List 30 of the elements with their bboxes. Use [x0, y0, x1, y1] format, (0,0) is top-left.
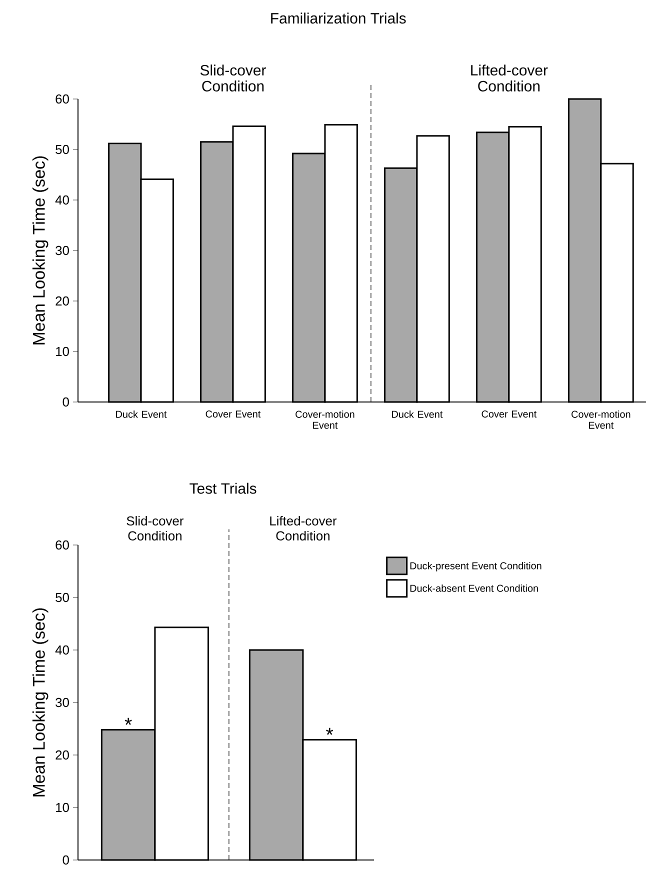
annotation: *	[326, 728, 334, 735]
text: Lifted-cover Condition	[471, 64, 548, 92]
x-tick-label: Cover Event	[482, 410, 537, 418]
y-tick-label: 10	[56, 802, 69, 812]
legend-label: Duck-present Event Condition	[410, 562, 542, 572]
y-tick-label: 50	[56, 592, 69, 602]
y-axis-title: Mean Looking Time (sec)	[32, 608, 48, 796]
x-tick-label: Cover-motion Event	[572, 410, 630, 429]
y-tick-label: 40	[55, 195, 69, 205]
x-tick-label: Cover-motion Event	[296, 410, 354, 429]
y-tick-label: 30	[56, 246, 69, 256]
y-tick-label: 0	[62, 855, 69, 865]
x-tick-label: Duck Event	[392, 410, 443, 418]
y-tick-label: 10	[56, 346, 69, 356]
y-tick-label: 50	[56, 144, 69, 154]
x-tick-label: Cover Event	[206, 410, 261, 418]
chart-title: Familiarization Trials	[271, 12, 406, 24]
chart-title: Test Trials	[190, 482, 256, 494]
text: Slid-cover Condition	[200, 64, 266, 92]
y-tick-label: 0	[62, 397, 69, 407]
y-tick-label: 30	[56, 698, 69, 708]
y-tick-label: 20	[56, 750, 69, 760]
annotation: *	[124, 718, 132, 725]
y-tick-label: 20	[56, 296, 69, 306]
legend-label: Duck-absent Event Condition	[410, 584, 538, 592]
y-tick-label: 40	[55, 645, 69, 655]
y-axis-title: Mean Looking Time (sec)	[32, 156, 48, 344]
y-tick-label: 60	[56, 94, 69, 104]
x-tick-label: Duck Event	[116, 410, 167, 418]
y-tick-label: 60	[56, 540, 69, 550]
